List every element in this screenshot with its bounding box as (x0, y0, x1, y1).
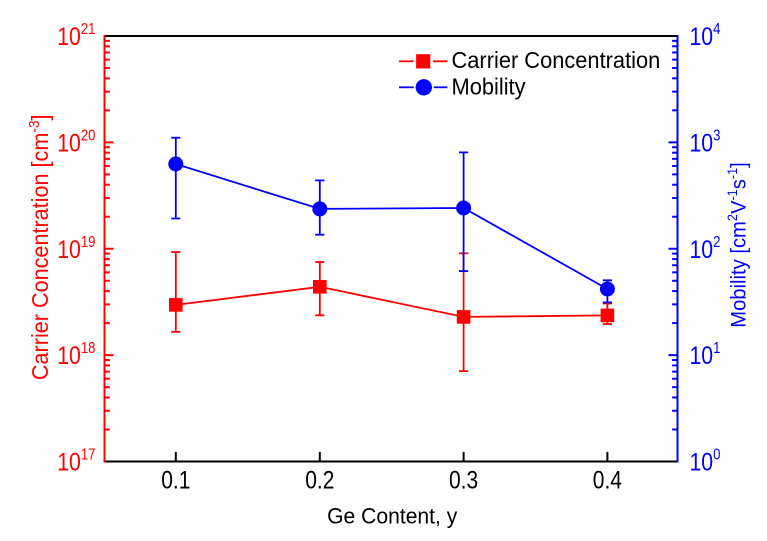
svg-text:0.4: 0.4 (593, 466, 622, 494)
svg-text:Carrier Concentration: Carrier Concentration (452, 48, 661, 74)
svg-text:0.1: 0.1 (161, 466, 190, 494)
svg-text:Mobility: Mobility (452, 74, 527, 100)
svg-text:Carrier Concentration [cm-3]: Carrier Concentration [cm-3] (26, 115, 54, 381)
svg-text:0.3: 0.3 (449, 466, 478, 494)
svg-text:Ge Content, y: Ge Content, y (327, 503, 457, 529)
svg-text:Mobility [cm2V-1s-1]: Mobility [cm2V-1s-1] (725, 162, 751, 328)
svg-text:0.2: 0.2 (305, 466, 334, 494)
